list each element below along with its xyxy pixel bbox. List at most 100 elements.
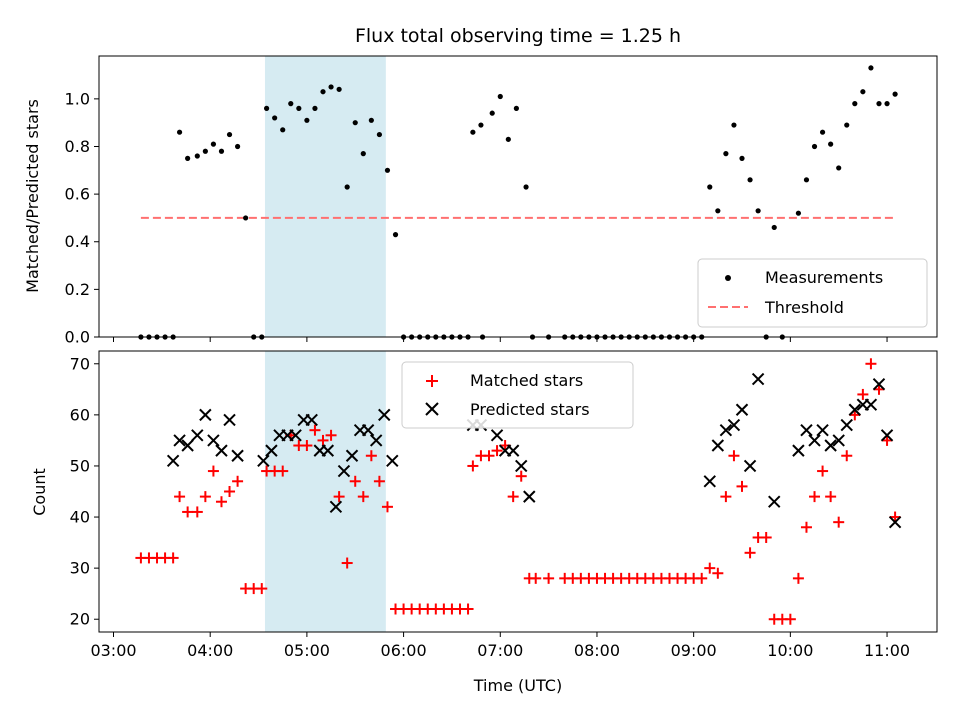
x-tick-label: 04:00 [187, 641, 233, 660]
predicted-point [490, 429, 504, 442]
predicted-point [864, 398, 878, 411]
predicted-point [345, 449, 359, 462]
measurement-point [328, 84, 334, 90]
matched-point [865, 358, 877, 370]
matched-point [207, 465, 219, 477]
measurement-point [795, 210, 802, 216]
legend-measurements: Measurements [765, 268, 883, 287]
predicted-point [832, 434, 845, 447]
predicted-point [824, 439, 837, 452]
matched-point [301, 440, 313, 452]
measurement-point [868, 65, 874, 71]
measurement-point [344, 184, 350, 190]
measurement-point [360, 151, 366, 157]
matched-point [833, 516, 845, 528]
x-tick-label: 09:00 [671, 641, 717, 660]
legend-matched: Matched stars [470, 371, 583, 390]
x-tick-label: 11:00 [864, 641, 910, 660]
y-tick-label: 40 [70, 508, 90, 527]
matched-point [365, 450, 377, 462]
matched-point [744, 547, 756, 559]
measurement-point [202, 148, 208, 154]
matched-point [215, 496, 227, 508]
measurement-point [755, 208, 761, 214]
predicted-point [321, 444, 335, 457]
matched-point [800, 521, 812, 533]
measurement-point [376, 131, 383, 138]
matched-point [256, 583, 268, 595]
measurement-point [280, 127, 286, 133]
measurement-point [218, 148, 225, 154]
predicted-point [386, 454, 399, 468]
measurement-point [523, 184, 529, 190]
measurement-point [368, 117, 374, 123]
matched-point [543, 572, 555, 584]
matched-point [309, 424, 321, 436]
matched-point [873, 383, 885, 395]
x-axis-label: Time (UTC) [473, 676, 562, 695]
matched-point [515, 470, 527, 482]
predicted-point [257, 454, 270, 468]
predicted-point [735, 403, 749, 416]
top-legend: Measurements Threshold [697, 258, 928, 328]
x-tick-label: 08:00 [574, 641, 620, 660]
predicted-point [181, 439, 194, 452]
measurement-point [296, 105, 302, 111]
predicted-point [506, 444, 520, 457]
chart-title: Flux total observing time = 1.25 h [355, 25, 681, 47]
measurement-point [288, 101, 294, 107]
matched-point [462, 603, 474, 615]
matched-point [720, 491, 732, 503]
matched-point [696, 572, 708, 584]
measurement-point [264, 105, 270, 111]
measurement-point [876, 101, 882, 107]
measurement-point [860, 89, 866, 95]
x-tick-label: 03:00 [90, 641, 136, 660]
matched-point [849, 409, 861, 421]
legend-measurement-marker [725, 275, 731, 281]
bottom-x-ticks: 03:00 04:00 05:00 06:00 07:00 08:00 09:00 10:00… [90, 632, 910, 660]
y-tick-label: 0.0 [65, 328, 90, 347]
y-tick-label: 0.2 [65, 280, 90, 299]
predicted-point [361, 423, 375, 437]
matched-point [199, 491, 211, 503]
matched-point [809, 491, 821, 503]
measurement-point [828, 141, 834, 147]
legend-predicted: Predicted stars [470, 400, 590, 419]
measurement-point [892, 91, 898, 97]
matched-point [381, 501, 393, 513]
measurement-point [731, 122, 737, 128]
bottom-y-axis-label: Count [30, 468, 49, 516]
measurement-point [272, 115, 278, 121]
measurement-point [384, 167, 391, 173]
measurement-point [478, 122, 484, 128]
matched-point [373, 475, 385, 487]
matched-point [277, 465, 289, 477]
legend-matched-marker [426, 375, 438, 387]
top-panel: 0.0 0.2 0.4 0.6 0.8 1.0 Matched/Predicted sta… [23, 55, 938, 347]
predicted-point [265, 444, 278, 457]
matched-point [792, 572, 804, 584]
predicted-point [816, 423, 829, 437]
matched-point [467, 460, 479, 472]
matched-point [784, 613, 796, 625]
measurement-point [470, 129, 476, 135]
y-tick-label: 1.0 [65, 89, 90, 108]
predicted-point [800, 423, 813, 437]
top-y-ticks: 0.0 0.2 0.4 0.6 0.8 1.0 [65, 89, 99, 347]
measurement-point [852, 101, 858, 107]
bottom-y-ticks: 20 30 40 50 60 70 [70, 354, 99, 629]
measurement-point [819, 129, 826, 135]
predicted-point [378, 408, 391, 422]
bottom-legend: Matched stars Predicted stars [401, 361, 634, 429]
measurement-point [304, 117, 310, 123]
measurement-point [234, 143, 241, 150]
top-x-ticks [113, 337, 888, 342]
matched-point [889, 511, 901, 523]
measurement-point [803, 177, 810, 183]
matched-point [704, 562, 716, 574]
matched-point [857, 388, 869, 400]
measurement-point [739, 155, 745, 161]
predicted-point [888, 515, 902, 529]
matched-point [174, 491, 186, 503]
